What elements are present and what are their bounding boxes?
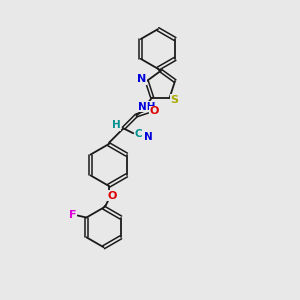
Text: N: N bbox=[144, 132, 153, 142]
Text: H: H bbox=[112, 120, 121, 130]
Text: C: C bbox=[134, 129, 142, 139]
Text: F: F bbox=[69, 209, 76, 220]
Text: N: N bbox=[137, 74, 146, 84]
Text: NH: NH bbox=[139, 101, 156, 112]
Text: O: O bbox=[108, 191, 117, 201]
Text: S: S bbox=[171, 94, 178, 105]
Text: O: O bbox=[149, 106, 159, 116]
